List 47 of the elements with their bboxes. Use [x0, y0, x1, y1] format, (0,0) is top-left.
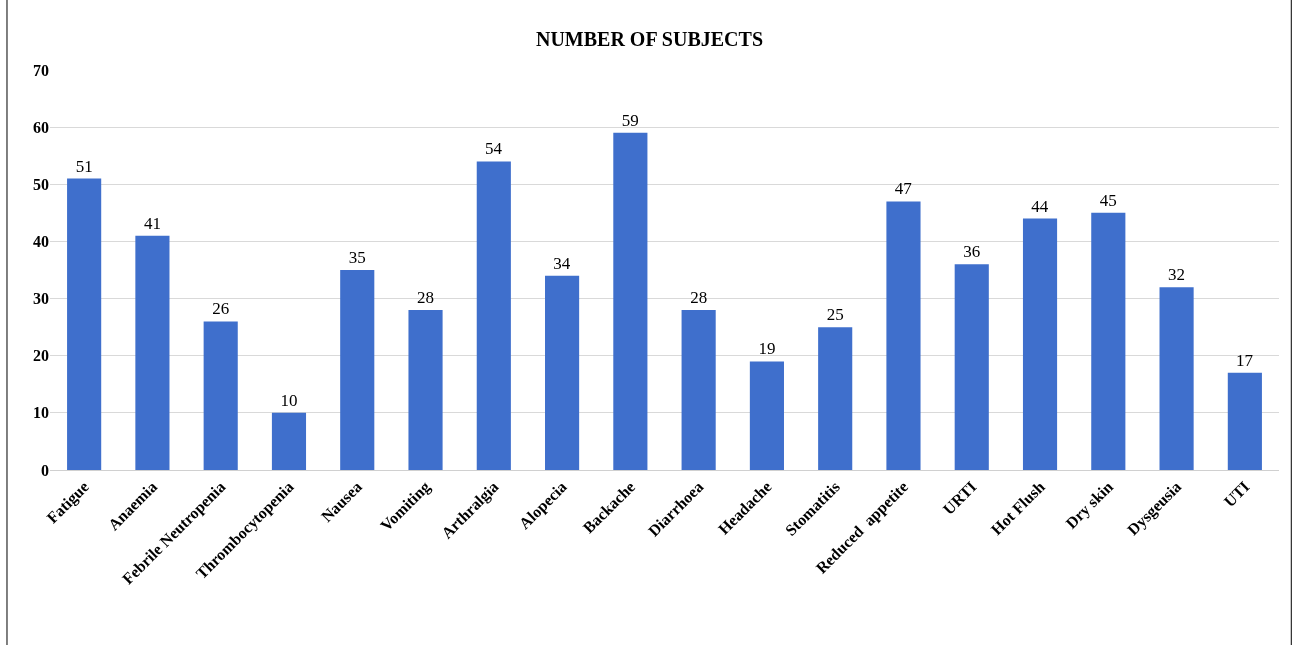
- x-tick-label: Dry skin: [1062, 477, 1117, 533]
- bar: [545, 275, 580, 470]
- bar: [1091, 212, 1126, 470]
- bar: [886, 201, 921, 470]
- bar: [681, 310, 716, 470]
- y-tick-label: 70: [33, 61, 49, 79]
- data-label: 45: [1099, 190, 1117, 210]
- bar: [203, 321, 238, 470]
- data-label: 35: [348, 248, 366, 267]
- data-label: 26: [212, 299, 230, 319]
- data-label: 34: [553, 253, 571, 273]
- data-label: 32: [1168, 265, 1186, 285]
- y-tick-label: 10: [33, 404, 49, 422]
- bar: [749, 361, 784, 470]
- chart-title: NUMBER OF SUBJECTS: [535, 28, 764, 51]
- data-label: 10: [280, 390, 298, 410]
- bar: [476, 161, 511, 470]
- bar: [818, 327, 853, 470]
- data-label: 28: [417, 288, 435, 307]
- y-tick-label: 50: [33, 175, 49, 193]
- bar: [1159, 287, 1194, 470]
- bar: [67, 178, 102, 470]
- data-label: 36: [963, 242, 981, 262]
- data-label: 17: [1236, 350, 1254, 370]
- data-label: 19: [758, 339, 776, 359]
- y-tick-label: 30: [33, 290, 49, 308]
- data-label: 51: [75, 156, 93, 176]
- data-label: 41: [143, 213, 161, 233]
- data-label: 44: [1031, 196, 1049, 216]
- bar: [1022, 218, 1058, 470]
- bar: [271, 412, 307, 470]
- y-tick-label: 0: [41, 461, 49, 479]
- bar: [408, 310, 443, 470]
- data-label: 54: [485, 139, 503, 159]
- data-label: 59: [621, 110, 639, 130]
- data-label: 25: [826, 305, 844, 325]
- y-tick-label: 60: [33, 118, 49, 136]
- bar: [613, 132, 648, 470]
- bar: [135, 235, 170, 470]
- x-tick-label: UTI: [1220, 477, 1253, 511]
- bar: [340, 270, 375, 470]
- bar: [954, 264, 989, 470]
- y-tick-label: 20: [33, 347, 49, 365]
- y-tick-label: 40: [33, 233, 49, 251]
- bar: [1227, 372, 1262, 470]
- data-label: 28: [690, 288, 708, 307]
- data-label: 47: [894, 179, 913, 199]
